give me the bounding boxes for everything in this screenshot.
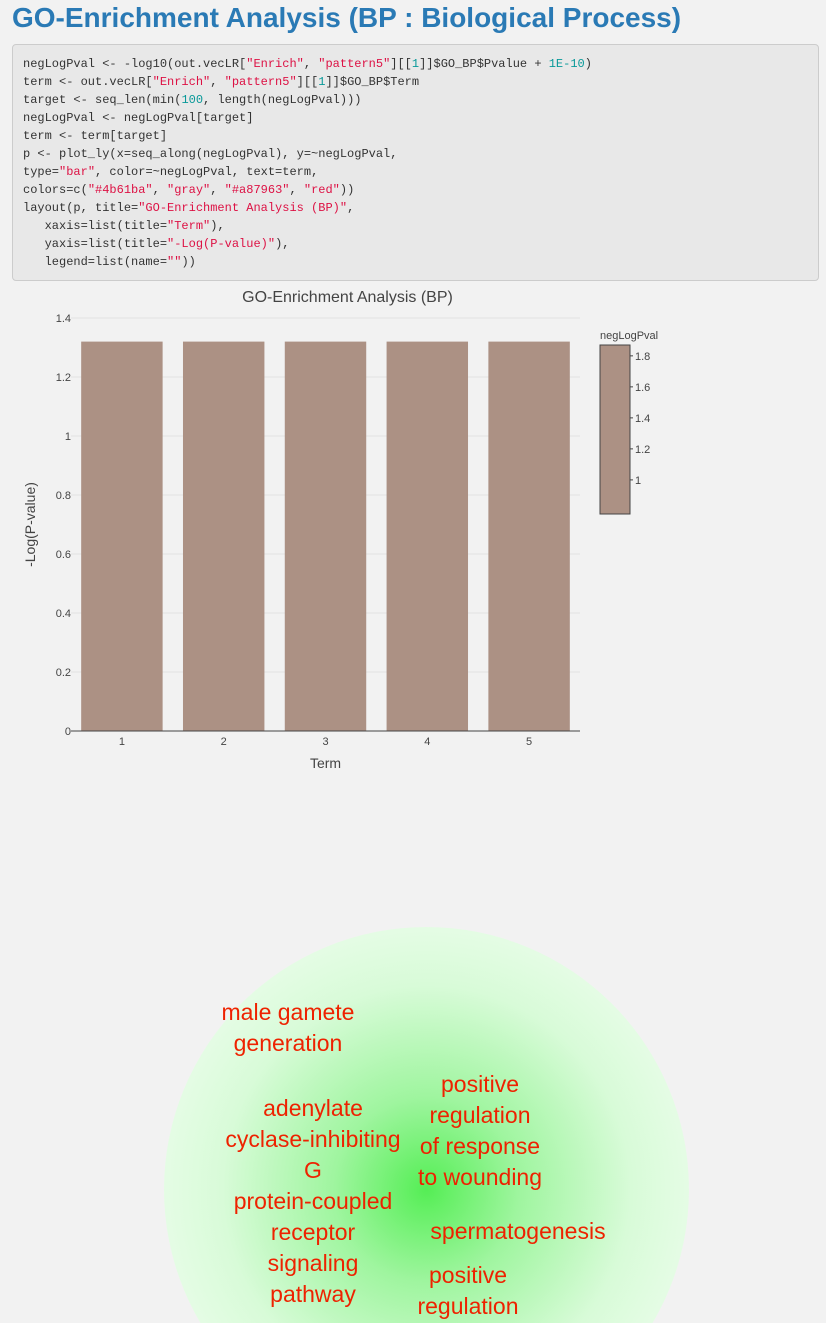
code-token: "GO-Enrichment Analysis (BP)": [138, 201, 348, 215]
y-tick-label: 1.2: [56, 372, 71, 384]
code-token: ,: [152, 183, 168, 197]
bar: [386, 341, 469, 731]
x-tick-label: 5: [526, 736, 532, 748]
word-cloud-background: [164, 927, 689, 1323]
code-block: negLogPval <- -log10(out.vecLR["Enrich",…: [12, 44, 819, 281]
code-token: )): [181, 255, 196, 269]
code-token: , length(negLogPval))): [203, 93, 362, 107]
bar: [81, 341, 163, 731]
code-token: legend=list(name=: [23, 255, 168, 269]
page-title: GO-Enrichment Analysis (BP : Biological …: [12, 2, 682, 33]
code-token: "": [167, 255, 182, 269]
colorbar-tick-label: 1.2: [635, 444, 650, 456]
colorbar: negLogPval 1 1.2 1.4 1.6 1.8: [599, 330, 658, 515]
cloud-word: male gamete generation: [221, 999, 355, 1056]
code-token: "red": [303, 183, 340, 197]
word-cloud: male gamete generation positive regulati…: [0, 900, 826, 1323]
colorbar-tick-label: 1.6: [635, 382, 650, 394]
code-token: ,: [210, 75, 225, 89]
colorbar-title: negLogPval: [600, 330, 658, 342]
code-token: "pattern5": [318, 57, 391, 71]
code-token: ,: [303, 57, 319, 71]
code-token: ]]$GO_BP$Term: [325, 75, 420, 89]
code-token: "#a87963": [224, 183, 290, 197]
x-tick-label: 4: [424, 736, 430, 748]
x-axis-title: Term: [310, 755, 341, 771]
code-token: 1: [411, 57, 420, 71]
code-token: 100: [181, 93, 204, 107]
code-token: )): [339, 183, 355, 197]
code-token: "#4b61ba": [87, 183, 153, 197]
y-axis-title: -Log(P-value): [22, 482, 38, 567]
code-line: xaxis=list(title="Term"),: [23, 217, 808, 235]
y-tick-label: 1: [65, 431, 71, 443]
code-token: "Enrich": [246, 57, 304, 71]
code-token: p <- plot_ly(x=seq_along(negLogPval), y=…: [23, 147, 398, 161]
code-line: term <- out.vecLR["Enrich", "pattern5"][…: [23, 73, 808, 91]
code-line: p <- plot_ly(x=seq_along(negLogPval), y=…: [23, 145, 808, 163]
bar: [284, 341, 367, 731]
code-token: 1E-10: [548, 57, 585, 71]
code-line: colors=c("#4b61ba", "gray", "#a87963", "…: [23, 181, 808, 199]
code-token: ),: [210, 219, 225, 233]
code-token: "Enrich": [152, 75, 211, 89]
colorbar-tick-label: 1: [635, 475, 641, 487]
x-tick-label: 2: [221, 736, 227, 748]
y-tick-label: 0.2: [56, 667, 71, 679]
bar: [488, 341, 570, 731]
code-token: term <- out.vecLR[: [23, 75, 153, 89]
code-token: "pattern5": [224, 75, 297, 89]
code-line: legend=list(name="")): [23, 253, 808, 271]
code-line: layout(p, title="GO-Enrichment Analysis …: [23, 199, 808, 217]
colorbar-tick-label: 1.4: [635, 413, 650, 425]
code-line: negLogPval <- negLogPval[target]: [23, 109, 808, 127]
code-token: ][[: [296, 75, 319, 89]
y-tick-label: 0.8: [56, 490, 71, 502]
code-token: term <- term[target]: [23, 129, 168, 143]
code-token: "bar": [59, 165, 96, 179]
code-line: term <- term[target]: [23, 127, 808, 145]
y-tick-label: 0.4: [56, 608, 71, 620]
code-token: ]]$GO_BP$Pvalue +: [419, 57, 549, 71]
code-line: yaxis=list(title="-Log(P-value)"),: [23, 235, 808, 253]
bar-chart: 0 0.2 0.4 0.6 0.8 1 1.2 1.4 1 2 3 4 5 Term -Log(P-valu…: [22, 313, 658, 771]
code-token: "gray": [167, 183, 211, 197]
axis-layer: 0 0.2 0.4 0.6 0.8 1 1.2 1.4 1 2 3 4 5 Term -Log(P-valu…: [22, 313, 580, 771]
code-token: xaxis=list(title=: [23, 219, 168, 233]
code-token: , color=~negLogPval, text=term,: [95, 165, 319, 179]
code-token: "Term": [167, 219, 211, 233]
code-token: target <- seq_len(min(: [23, 93, 182, 107]
y-tick-label: 1.4: [56, 313, 71, 325]
code-token: layout(p, title=: [23, 201, 139, 215]
cloud-word: adenylate cyclase-inhibiting G protein-c…: [225, 1095, 401, 1307]
chart-title: GO-Enrichment Analysis (BP): [242, 289, 453, 306]
code-line: type="bar", color=~negLogPval, text=term…: [23, 163, 808, 181]
x-tick-label: 3: [322, 736, 328, 748]
code-token: yaxis=list(title=: [23, 237, 168, 251]
x-tick-label: 1: [119, 736, 125, 748]
code-token: ): [584, 57, 592, 71]
y-tick-label: 0.6: [56, 549, 71, 561]
colorbar-tick-label: 1.8: [635, 351, 650, 363]
code-token: "-Log(P-value)": [167, 237, 276, 251]
code-token: ),: [275, 237, 290, 251]
code-token: ,: [347, 201, 355, 215]
cloud-word: spermatogenesis: [430, 1218, 606, 1244]
colorbar-swatch: [599, 344, 631, 515]
code-token: negLogPval <- negLogPval[target]: [23, 111, 254, 125]
code-line: negLogPval <- -log10(out.vecLR["Enrich",…: [23, 55, 808, 73]
code-token: type=: [23, 165, 60, 179]
cloud-word: positive regulation of response to wound…: [417, 1071, 543, 1190]
bar-layer: [81, 341, 570, 731]
code-token: ][[: [390, 57, 412, 71]
code-token: ,: [210, 183, 225, 197]
code-token: negLogPval <- -log10(out.vecLR[: [23, 57, 247, 71]
code-token: ,: [289, 183, 304, 197]
bar: [182, 341, 265, 731]
cloud-word: positive regulation: [417, 1262, 519, 1319]
code-token: colors=c(: [23, 183, 88, 197]
y-tick-label: 0: [65, 726, 71, 738]
code-line: target <- seq_len(min(100, length(negLog…: [23, 91, 808, 109]
code-token: 1: [318, 75, 326, 89]
